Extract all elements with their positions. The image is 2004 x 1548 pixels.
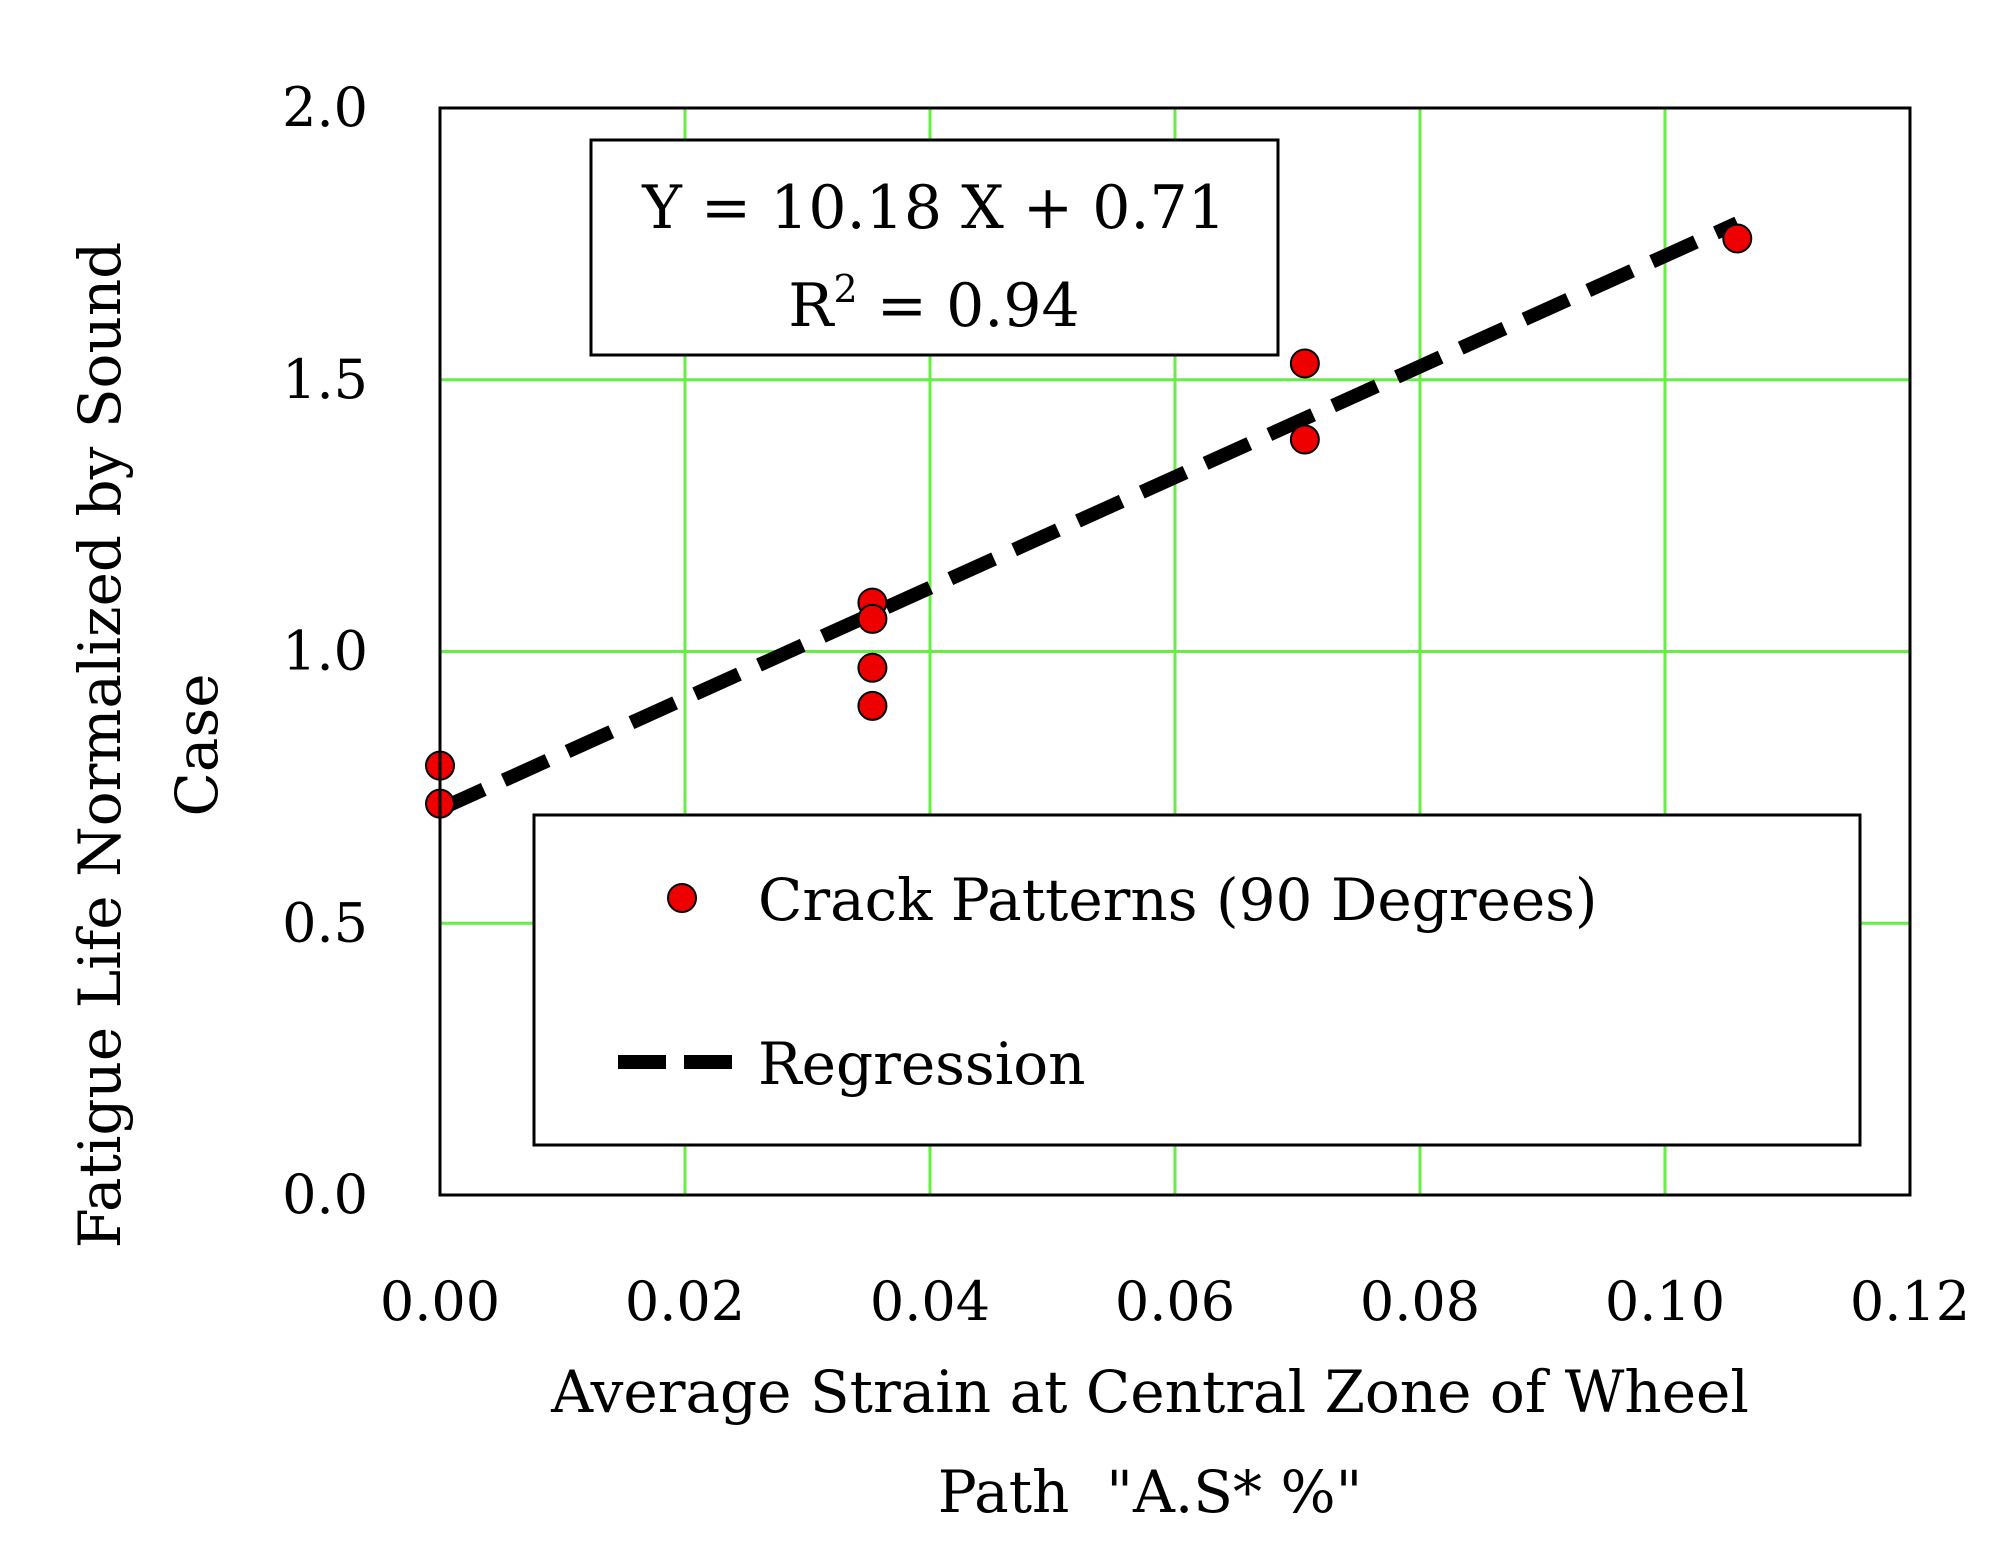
x-tick-label: 0.06 [1115,1270,1235,1333]
y-tick-label: 0.5 [282,891,368,954]
y-axis-title-line-2: Case [163,673,231,816]
x-tick-label: 0.10 [1605,1270,1725,1333]
x-tick-label: 0.08 [1360,1270,1480,1333]
y-tick-label: 1.0 [282,620,368,683]
x-tick-labels: 0.00 0.02 0.04 0.06 0.08 0.10 0.12 [380,1270,1970,1333]
y-tick-labels: 0.0 0.5 1.0 1.5 2.0 [282,76,368,1226]
legend: Crack Patterns (90 Degrees) Regression [532,813,1862,1147]
equation-box: Y = 10.18 X + 0.71 R2 = 0.94 [589,138,1280,357]
y-tick-label: 1.5 [282,348,368,411]
legend-marker-crack-patterns [667,883,697,913]
r-squared-text: R2 = 0.94 [788,267,1079,341]
regression-series [437,216,1741,816]
data-point [857,652,888,683]
x-tick-label: 0.00 [380,1270,500,1333]
legend-label-crack-patterns: Crack Patterns (90 Degrees) [758,866,1598,934]
x-tick-label: 0.12 [1850,1270,1970,1333]
x-axis-title-line-2: Path "A.S* %" [938,1458,1363,1526]
r-squared-prefix: R [788,271,835,341]
data-point [857,690,888,721]
x-axis-title-line-1: Average Strain at Central Zone of Wheel [550,1358,1749,1426]
r-squared-superscript: 2 [833,267,857,311]
plot-frame [438,106,1912,1197]
data-point [1722,223,1753,254]
data-point [1289,424,1320,455]
equation-text: Y = 10.18 X + 0.71 [641,173,1226,243]
r-squared-value: = 0.94 [858,271,1080,341]
y-tick-label: 0.0 [282,1163,368,1226]
regression-line [437,216,1741,816]
legend-label-regression: Regression [758,1030,1086,1098]
y-tick-label: 2.0 [282,76,368,139]
data-point [857,603,888,634]
data-point [1289,348,1320,379]
y-axis-title-line-1: Fatigue Life Normalized by Sound [66,242,134,1249]
x-tick-label: 0.04 [870,1270,990,1333]
x-tick-label: 0.02 [625,1270,745,1333]
